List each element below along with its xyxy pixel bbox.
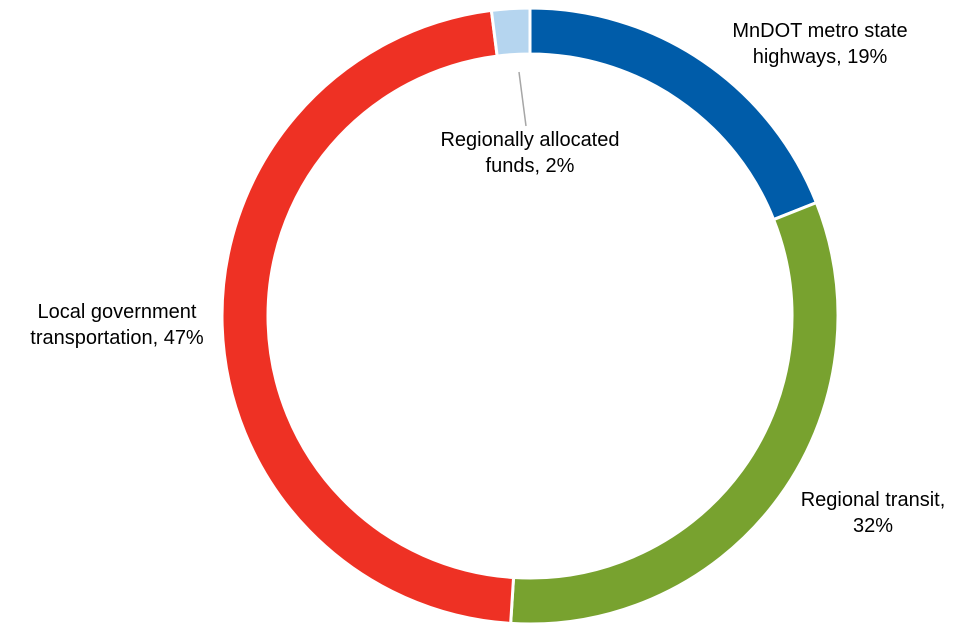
slice-label-line: Regionally allocated <box>440 129 619 151</box>
slice-label-line: transportation, 47% <box>30 327 204 349</box>
slice-label-line: MnDOT metro state <box>732 20 907 42</box>
slice-label-line: Regional transit, <box>801 489 946 511</box>
slice-label-line: 32% <box>853 515 893 537</box>
slice-label-line: funds, 2% <box>486 155 575 177</box>
slice-label-line: highways, 19% <box>753 46 888 68</box>
donut-slice <box>509 200 840 623</box>
leader-line <box>518 71 527 127</box>
donut-slice <box>489 6 532 58</box>
slice-label: MnDOT metro state highways, 19% <box>732 20 907 68</box>
slice-label-line: Local government <box>38 301 197 323</box>
slice-label: Regionally allocated funds, 2% <box>440 129 619 177</box>
slice-label: Local government transportation, 47% <box>30 301 204 349</box>
donut-slice <box>220 8 516 623</box>
slice-label: Regional transit, 32% <box>801 489 946 537</box>
